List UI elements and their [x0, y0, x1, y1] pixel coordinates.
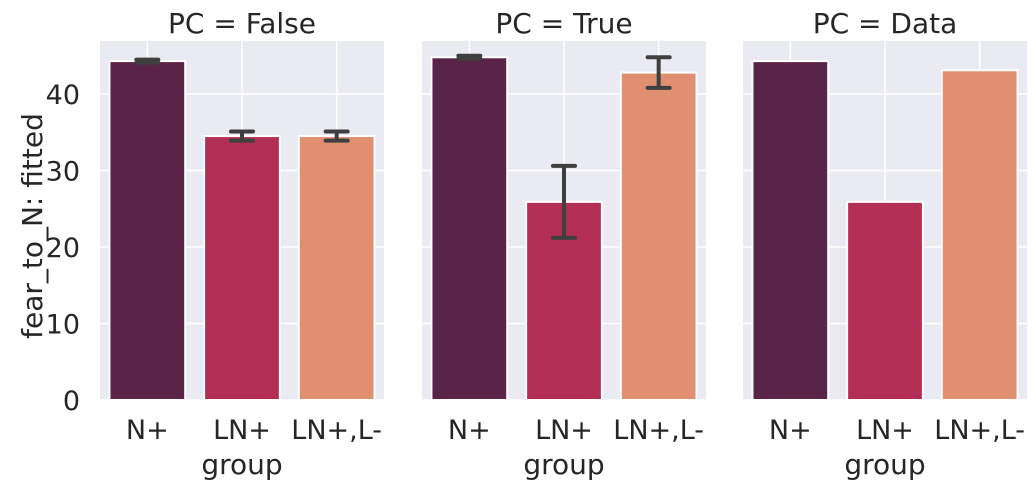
x-tick-label: LN+ [213, 415, 271, 446]
bar-n [430, 56, 509, 401]
x-tick-label: LN+,L- [291, 415, 382, 446]
y-tick-label: 30 [46, 157, 80, 188]
bar-lnl [940, 69, 1019, 401]
panel-title: PC = True [495, 7, 632, 40]
panel-title: PC = False [168, 7, 316, 40]
panel-2: PC = True N+ LN+ LN+,L-group [422, 7, 706, 481]
bar-n [751, 60, 830, 401]
x-tick-label: N+ [126, 415, 169, 446]
x-tick-label: N+ [769, 415, 812, 446]
y-tick-label: 20 [46, 233, 80, 264]
panel-3: PC = Data N+ LN+ LN+,L-group [743, 7, 1027, 481]
bar-lnl [619, 71, 698, 402]
x-tick-label: N+ [448, 415, 491, 446]
y-tick-label: 0 [63, 386, 80, 417]
bar-n [108, 60, 187, 401]
panel-title: PC = Data [813, 7, 958, 40]
x-tick-label: LN+ [535, 415, 593, 446]
x-tick-label: LN+ [856, 415, 914, 446]
x-tick-label: LN+,L- [613, 415, 704, 446]
y-axis-label: fear_to_N: fitted [16, 113, 49, 339]
y-tick-label: 40 [46, 80, 80, 111]
x-axis-label: group [844, 448, 925, 481]
bar-ln [846, 200, 924, 401]
x-tick-label: LN+,L- [934, 415, 1025, 446]
x-axis-label: group [523, 448, 604, 481]
y-tick-label: 10 [46, 310, 80, 341]
bar-lnl [297, 135, 376, 401]
panel-1: PC = False N+ LN+ LN+,L-group 0 10 20 30 40 [46, 7, 384, 481]
x-axis-label: group [201, 448, 282, 481]
bar-ln [203, 135, 281, 401]
